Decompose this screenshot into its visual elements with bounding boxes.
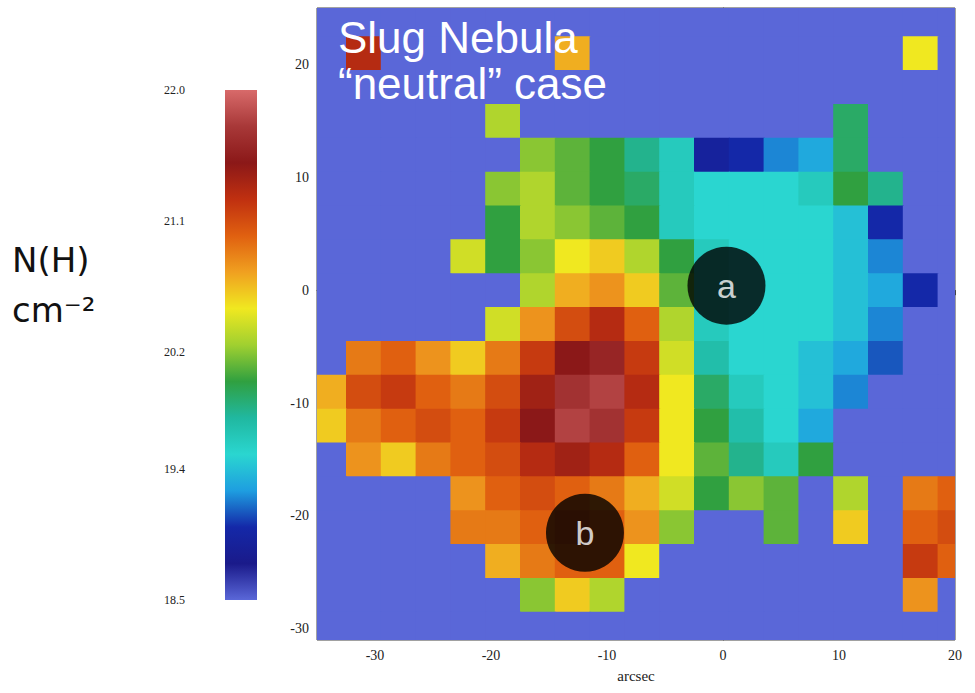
svg-text:20.2: 20.2 (164, 345, 185, 359)
svg-text:-10: -10 (290, 396, 309, 411)
svg-text:a: a (717, 267, 736, 305)
svg-text:arcsec: arcsec (617, 668, 655, 684)
svg-text:0: 0 (720, 648, 727, 663)
svg-text:-30: -30 (366, 648, 385, 663)
svg-text:-20: -20 (290, 508, 309, 523)
svg-text:-10: -10 (598, 648, 617, 663)
svg-text:0: 0 (302, 283, 309, 298)
svg-text:b: b (575, 514, 594, 552)
svg-text:“neutral” case: “neutral” case (338, 59, 607, 108)
svg-text:10: 10 (832, 648, 846, 663)
svg-text:N(H): N(H) (12, 240, 90, 280)
svg-text:10: 10 (295, 170, 309, 185)
svg-text:19.4: 19.4 (164, 462, 185, 476)
svg-text:cm⁻²: cm⁻² (12, 290, 95, 330)
svg-text:18.5: 18.5 (164, 593, 185, 607)
svg-text:20: 20 (295, 57, 309, 72)
svg-text:22.0: 22.0 (164, 83, 185, 97)
svg-text:-20: -20 (482, 648, 501, 663)
svg-text:-30: -30 (290, 621, 309, 636)
svg-text:21.1: 21.1 (164, 214, 185, 228)
svg-text:20: 20 (948, 648, 962, 663)
svg-text:Slug Nebula: Slug Nebula (338, 13, 578, 62)
